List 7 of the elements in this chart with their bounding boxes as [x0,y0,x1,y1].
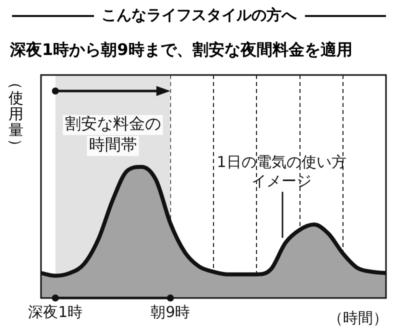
x-axis-title: （時間） [328,308,388,327]
band-label: 割安な料金の時間帯 [64,114,161,154]
chart-subtitle: 深夜1時から朝9時まで、割安な夜間料金を適用 [10,40,354,61]
x-tick-label: 深夜1時 [28,302,83,321]
x-tick-label: 朝9時 [150,302,190,321]
chart-title: こんなライフスタイルの方へ [100,6,298,25]
y-axis-title: （使用量） [7,74,25,155]
